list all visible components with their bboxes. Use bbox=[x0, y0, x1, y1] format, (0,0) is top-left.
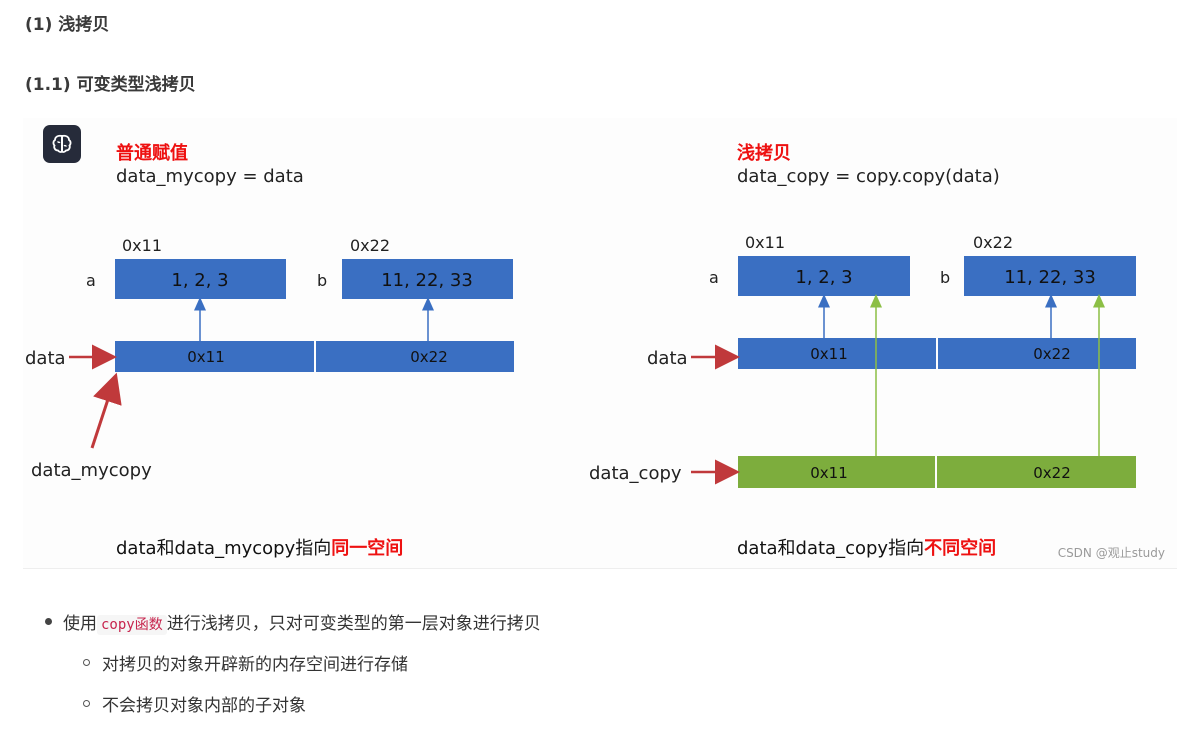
left-data-label: data bbox=[25, 348, 66, 369]
sub-bullet-1: 对拷贝的对象开辟新的内存空间进行存储 bbox=[102, 655, 408, 675]
heading-shallow-copy: (1) 浅拷贝 bbox=[25, 15, 110, 35]
bullet-dot bbox=[45, 618, 52, 625]
left-addr-b: 0x22 bbox=[350, 236, 390, 255]
heading-mutable-shallow-copy: (1.1) 可变类型浅拷贝 bbox=[25, 75, 196, 95]
right-object-b-text: 11, 22, 33 bbox=[1004, 267, 1096, 288]
right-title: 浅拷贝 bbox=[737, 142, 791, 164]
right-copy-cell-2 bbox=[937, 456, 1136, 488]
right-object-a-text: 1, 2, 3 bbox=[795, 267, 852, 288]
right-copy-cell-2-text: 0x22 bbox=[1033, 464, 1071, 482]
right-cell-1-text: 0x11 bbox=[810, 345, 848, 363]
left-title: 普通赋值 bbox=[116, 142, 188, 164]
right-copy-label: data_copy bbox=[589, 463, 682, 484]
left-code: data_mycopy = data bbox=[116, 166, 304, 187]
right-caption: data和data_copy指向不同空间 bbox=[737, 537, 996, 559]
left-object-b bbox=[342, 259, 513, 299]
right-code: data_copy = copy.copy(data) bbox=[737, 166, 1000, 187]
brain-icon[interactable] bbox=[43, 125, 81, 163]
right-copy-cell-1-text: 0x11 bbox=[810, 464, 848, 482]
right-label-a: a bbox=[709, 268, 719, 287]
right-copy-cell-1 bbox=[738, 456, 935, 488]
bullet-item-1: 使用 copy函数 进行浅拷贝，只对可变类型的第一层对象进行拷贝 bbox=[63, 609, 541, 635]
right-label-b: b bbox=[940, 268, 950, 287]
sub-bullet-circle bbox=[83, 659, 90, 666]
left-object-a-text: 1, 2, 3 bbox=[171, 270, 228, 291]
left-mycopy-arrow bbox=[90, 372, 122, 449]
left-object-a bbox=[115, 259, 286, 299]
left-list-cell-2 bbox=[316, 341, 514, 372]
left-mycopy-label: data_mycopy bbox=[31, 460, 152, 481]
left-caption: data和data_mycopy指向同一空间 bbox=[116, 537, 403, 559]
left-list-cell-1 bbox=[115, 341, 314, 372]
left-addr-a: 0x11 bbox=[122, 236, 162, 255]
right-data-label: data bbox=[647, 348, 688, 369]
copy-function-code: copy函数 bbox=[97, 615, 167, 635]
sub-bullet-2: 不会拷贝对象内部的子对象 bbox=[102, 696, 306, 716]
left-label-b: b bbox=[317, 271, 327, 290]
right-cell-2-text: 0x22 bbox=[1033, 345, 1071, 363]
left-object-b-text: 11, 22, 33 bbox=[381, 270, 473, 291]
bullet-item-1-prefix: 使用 bbox=[63, 614, 97, 634]
right-list-cell-2 bbox=[938, 338, 1136, 369]
left-cell-2-text: 0x22 bbox=[410, 348, 448, 366]
watermark: CSDN @观止study bbox=[1058, 546, 1165, 560]
sub-bullet-circle bbox=[83, 700, 90, 707]
left-label-a: a bbox=[86, 271, 96, 290]
right-list-cell-1 bbox=[738, 338, 936, 369]
right-object-b bbox=[964, 256, 1136, 296]
right-addr-a: 0x11 bbox=[745, 233, 785, 252]
right-object-a bbox=[738, 256, 910, 296]
right-addr-b: 0x22 bbox=[973, 233, 1013, 252]
left-cell-1-text: 0x11 bbox=[187, 348, 225, 366]
bullet-item-1-rest: 进行浅拷贝，只对可变类型的第一层对象进行拷贝 bbox=[166, 614, 541, 634]
